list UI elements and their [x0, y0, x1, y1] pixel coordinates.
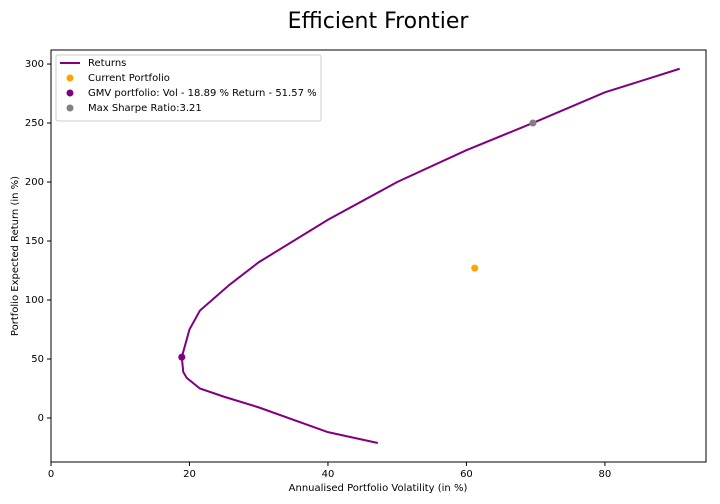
legend-box: [55, 54, 322, 122]
x-tick-label: 20: [183, 469, 196, 480]
y-tick-label: 200: [25, 177, 44, 188]
legend-label: GMV portfolio: Vol - 18.89 % Return - 51…: [88, 88, 317, 99]
y-tick-label: 250: [25, 118, 44, 129]
plot-frame: [50, 49, 707, 463]
legend-swatch: [66, 74, 74, 82]
y-tick-label: 50: [31, 354, 44, 365]
chart-title: Efficient Frontier: [288, 9, 470, 34]
legend-label: Max Sharpe Ratio:3.21: [88, 103, 202, 114]
scatter-point: [529, 119, 537, 127]
y-axis-label: Portfolio Expected Return (in %): [10, 176, 21, 336]
scatter-point: [471, 264, 479, 272]
legend-swatch: [66, 104, 74, 112]
legend-label: Current Portfolio: [88, 73, 170, 84]
x-tick-label: 60: [460, 469, 473, 480]
y-tick-label: 0: [38, 413, 44, 424]
scatter-point: [178, 353, 186, 361]
x-tick-label: 40: [322, 469, 335, 480]
x-tick-label: 0: [48, 469, 54, 480]
y-tick-label: 150: [25, 236, 44, 247]
frontier-line: [180, 67, 680, 444]
legend-swatch: [66, 89, 74, 97]
x-axis-label: Annualised Portfolio Volatility (in %): [289, 483, 468, 494]
y-tick-label: 100: [25, 295, 44, 306]
y-tick-label: 300: [25, 59, 44, 70]
x-tick-label: 80: [599, 469, 612, 480]
legend-label: Returns: [88, 58, 126, 69]
